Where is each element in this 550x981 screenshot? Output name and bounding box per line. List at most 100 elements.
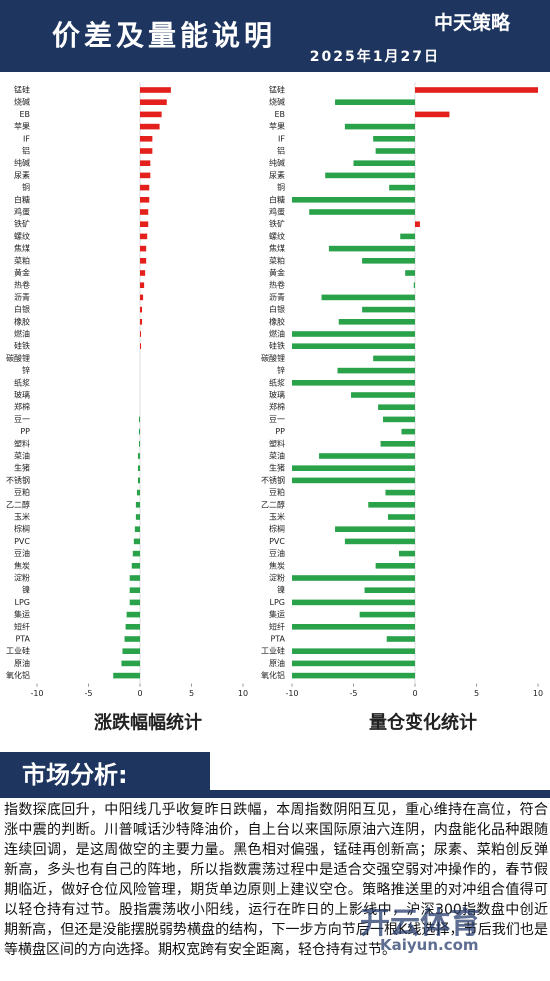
category-label: 硅铁 [14,341,30,351]
category-label: 玉米 [14,512,30,522]
bar [292,477,415,484]
bar [133,538,140,545]
bar [351,392,415,398]
category-label: 淀粉 [269,573,285,583]
bar [362,258,415,264]
bar [140,282,145,288]
bar [138,428,140,435]
bar [362,306,415,313]
category-label: 工业硅 [6,646,30,656]
category-label: 铜 [22,182,30,192]
bar [389,184,415,191]
category-label: 玻璃 [14,390,30,400]
category-label: 热卷 [14,280,30,290]
bar [401,428,415,435]
category-label: 燃油 [14,329,30,339]
bar [135,514,140,520]
category-label: 烧碱 [14,97,30,107]
category-label: 橡胶 [269,316,285,326]
bar [122,648,140,654]
category-label: 硅铁 [269,341,285,351]
category-label: 塑料 [14,438,30,448]
category-label: 乙二醇 [261,499,285,509]
header: 价差及量能说明 中天策略 2025年1月27日 [0,0,550,72]
x-tick-label: 5 [474,689,479,698]
bar [140,87,171,93]
category-label: 棕榈 [14,524,30,534]
bar [292,575,415,581]
category-label: 集运 [269,609,285,619]
bar [292,380,415,386]
bar [140,270,146,276]
category-label: 黄金 [269,268,285,278]
bar [137,453,140,459]
category-label: 尿素 [269,170,285,180]
category-label: 锌 [277,365,285,375]
category-label: 短纤 [14,621,30,631]
bar [353,160,415,166]
bar [344,538,415,545]
category-label: 热卷 [269,280,285,290]
category-label: 尿素 [14,170,30,180]
bar [359,611,415,618]
bar [131,563,140,569]
bar [129,575,140,581]
bar [140,221,149,227]
category-label: 焦煤 [14,243,30,253]
bar [399,550,415,557]
category-label: 生猪 [14,463,30,473]
bar [140,184,150,191]
category-label: 菜油 [14,451,30,461]
bar [378,404,415,410]
category-label: 燃油 [269,329,285,339]
bar [338,319,415,325]
category-label: 纯碱 [269,158,285,168]
category-label: 氧化铝 [6,670,30,680]
category-label: 菜粕 [269,255,285,265]
category-label: 沥青 [269,292,285,302]
bar [129,587,140,593]
category-label: 生猪 [269,463,285,473]
chart-title: 涨跌幅幅统计 [94,712,202,734]
chart-title: 量仓变化统计 [369,712,477,734]
category-label: 鸡蛋 [269,207,285,217]
bar [400,233,415,240]
category-label: 氧化铝 [261,670,285,680]
bar [140,319,143,325]
bar [335,99,415,105]
bar [125,624,140,630]
bar [383,416,415,423]
category-label: 铝 [22,146,30,156]
bar [375,148,415,154]
section-heading: 市场分析: [0,752,210,798]
bar [292,624,415,630]
category-label: EB [274,110,285,119]
category-label: 白糖 [269,194,285,204]
analysis-text: 指数探底回升，中阳线几乎收复昨日跌幅，本周指数阴阳互见，重心维持在高位，符合涨中… [4,802,548,958]
category-label: PP [275,427,285,436]
category-label: 铝 [277,146,285,156]
category-label: PVC [269,537,285,546]
category-label: 鸡蛋 [14,207,30,217]
category-label: PTA [15,635,30,644]
category-label: PP [20,427,30,436]
category-label: 菜粕 [14,255,30,265]
bar [140,245,147,252]
category-label: EB [19,110,30,119]
category-label: 白糖 [14,194,30,204]
bar [126,611,140,618]
bar [368,502,415,508]
category-label: 豆粕 [14,487,30,497]
bar [413,282,415,288]
category-label: 锌 [22,365,30,375]
category-label: 螺纹 [269,231,285,241]
bar [373,136,415,142]
bar [140,343,142,349]
category-label: 集运 [14,609,30,619]
bar [113,672,140,679]
category-label: IF [278,134,285,143]
bar [292,648,415,654]
bar [385,489,415,496]
bar [292,465,415,471]
